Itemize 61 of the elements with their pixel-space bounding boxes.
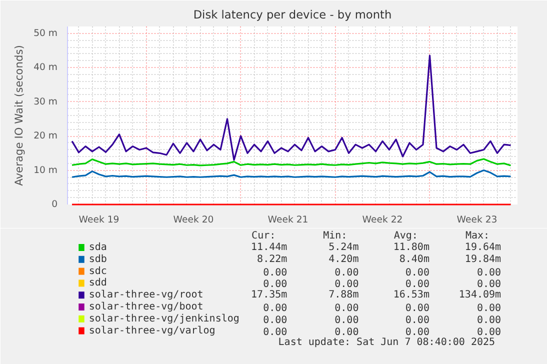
text: 11.44m bbox=[251, 242, 288, 253]
legend-label: sdb bbox=[88, 254, 107, 265]
text: 0.00 bbox=[334, 314, 359, 326]
text: 4.20m bbox=[328, 254, 359, 265]
text: 19.64m bbox=[464, 242, 502, 253]
text: 0.00 bbox=[405, 279, 430, 290]
text: 0.00 bbox=[334, 303, 359, 314]
text: 0.00 bbox=[334, 279, 359, 290]
text: 8.40m bbox=[399, 254, 430, 265]
text: 0.00 bbox=[263, 303, 288, 314]
text: Max: bbox=[465, 230, 490, 242]
text: 0.00 bbox=[405, 267, 430, 278]
text: 134.09m bbox=[458, 290, 502, 301]
y-tick-label: 50 m bbox=[34, 28, 58, 39]
text: Min: bbox=[323, 230, 348, 242]
text: 0.00 bbox=[476, 314, 502, 326]
chart-title: Disk latency per device - by month bbox=[193, 8, 392, 22]
text: 0.00 bbox=[334, 267, 359, 278]
legend-label: solar-three-vg/jenkinslog bbox=[88, 313, 240, 324]
x-tick-label: Week 23 bbox=[456, 214, 498, 226]
text: 11.80m bbox=[393, 242, 430, 253]
x-tick-label: Week 19 bbox=[78, 214, 120, 226]
legend-label: solar-three-vg/root bbox=[88, 290, 204, 301]
y-tick-label: 0 bbox=[52, 199, 58, 210]
y-tick-label: 20 m bbox=[34, 130, 58, 142]
line-series bbox=[71, 54, 512, 161]
text: 16.53m bbox=[393, 290, 430, 301]
line-series bbox=[71, 158, 512, 166]
text: 0.00 bbox=[263, 279, 288, 290]
legend-label: sdc bbox=[88, 266, 107, 277]
text: 0.00 bbox=[476, 279, 502, 290]
legend-label: solar-three-vg/varlog bbox=[88, 325, 216, 336]
x-tick-label: Week 21 bbox=[268, 214, 308, 226]
text: 7.88m bbox=[328, 290, 359, 301]
text: Cur: bbox=[252, 230, 276, 242]
text: 8.22m bbox=[257, 254, 288, 265]
text: 0.00 bbox=[263, 326, 288, 338]
text: 0.00 bbox=[476, 267, 502, 278]
x-tick-label: Week 22 bbox=[362, 214, 403, 226]
text: 0.00 bbox=[476, 326, 502, 338]
text: 19.84m bbox=[464, 254, 502, 265]
text: 0.00 bbox=[263, 314, 288, 326]
text: 17.35m bbox=[251, 290, 288, 301]
text: 0.00 bbox=[405, 314, 430, 326]
legend-label: sda bbox=[88, 242, 107, 253]
text: 5.24m bbox=[328, 242, 359, 253]
y-tick-label: 40 m bbox=[34, 62, 58, 74]
text: 0.00 bbox=[405, 326, 430, 338]
y-axis-title: Average IO Wait (seconds) bbox=[12, 45, 26, 186]
x-tick-label: Week 20 bbox=[173, 214, 214, 226]
legend-label: solar-three-vg/boot bbox=[88, 302, 204, 312]
text: Last update: Sat Jun 7 08:40:00 2025 bbox=[278, 337, 496, 348]
text: 0.00 bbox=[405, 303, 430, 314]
text: 0.00 bbox=[334, 326, 359, 338]
text: Avg: bbox=[394, 230, 418, 242]
text: 0.00 bbox=[476, 303, 502, 314]
text: 0.00 bbox=[263, 267, 288, 278]
y-tick-label: 10 m bbox=[34, 164, 58, 176]
y-tick-label: 30 m bbox=[34, 96, 58, 108]
line-series bbox=[71, 169, 512, 178]
legend-label: sdd bbox=[88, 278, 107, 289]
